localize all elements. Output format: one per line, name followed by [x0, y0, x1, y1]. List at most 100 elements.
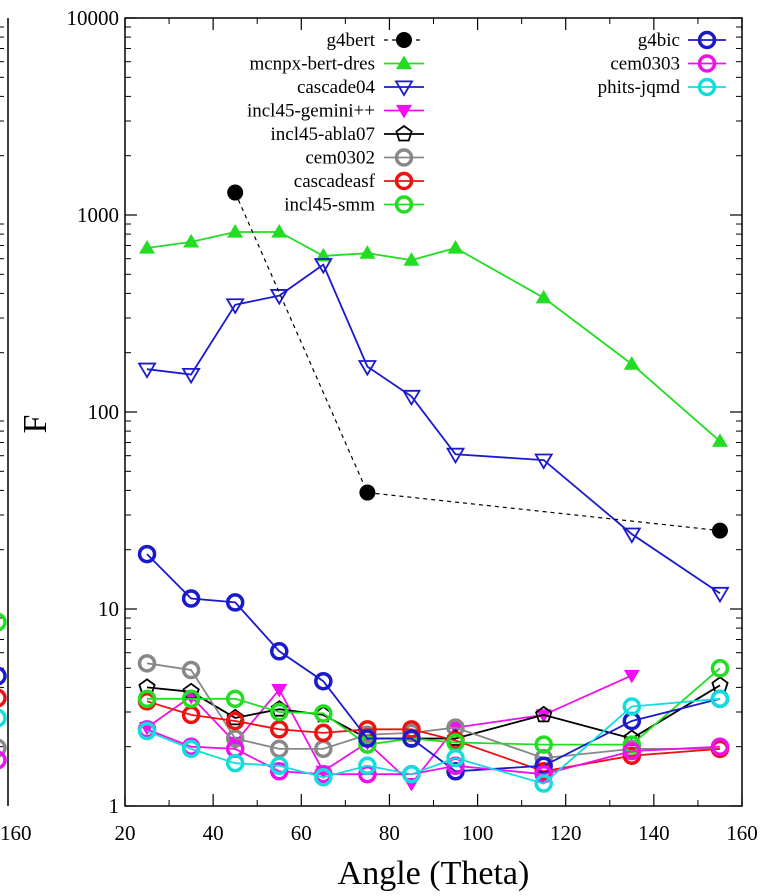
data-point-mcnpx-bert-dres: [227, 223, 244, 238]
y-tick-label: 1000: [77, 203, 119, 227]
legend-marker: [394, 171, 414, 191]
data-point-g4bert: [227, 184, 244, 201]
series-phits-jqmd: [137, 689, 730, 793]
x-tick-label: 100: [462, 821, 494, 845]
data-point-g4bic: [358, 729, 377, 748]
series-line-phits-jqmd: [146, 697, 721, 785]
data-point-cascade04: [181, 368, 201, 385]
data-point-incl45-smm: [225, 689, 245, 709]
legend-label: phits-jqmd: [598, 77, 681, 98]
data-point-g4bic: [270, 642, 289, 661]
data-point-g4bic: [402, 729, 421, 748]
x-tick-label: 80: [379, 821, 400, 845]
data-point-cem0302: [181, 660, 201, 680]
data-point-g4bic: [314, 671, 333, 691]
data-point-mcnpx-bert-dres: [271, 223, 288, 238]
data-point-g4bert: [359, 484, 376, 501]
data-point-incl45-abla07: [535, 705, 553, 723]
data-point-mcnpx-bert-dres: [315, 247, 332, 262]
data-point-cem0302: [225, 729, 245, 748]
legend-marker: [697, 77, 717, 97]
legend-label: cascade04: [297, 77, 376, 98]
legend-label: cascadeasf: [294, 171, 376, 192]
series-line-mcnpx-bert-dres: [146, 231, 721, 442]
legend-label: cem0302: [305, 148, 375, 169]
series-mcnpx-bert-dres: [139, 223, 728, 447]
data-point-phits-jqmd: [181, 739, 201, 759]
x-tick-label: 160: [726, 821, 758, 845]
data-point-incl45-smm: [137, 689, 157, 709]
data-point-cascade04: [445, 447, 466, 465]
y-axis-title: F: [17, 415, 54, 434]
x-tick-label: 60: [291, 821, 312, 845]
x-tick-label: 40: [203, 821, 224, 845]
data-point-mcnpx-bert-dres: [183, 233, 200, 248]
data-point-cascadeasf: [225, 711, 245, 731]
legend-marker: [396, 55, 412, 70]
data-point-incl45-gemini-: [535, 709, 552, 723]
x-tick-label: 120: [550, 821, 582, 845]
data-point-g4bert: [711, 522, 728, 539]
legend-marker: [396, 104, 412, 119]
data-point-cascade04: [269, 289, 289, 306]
data-point-cascade04: [137, 362, 157, 379]
data-point-cem0303: [710, 737, 730, 756]
legend-marker: [395, 124, 413, 142]
legend-label: incl45-gemini++: [247, 101, 375, 122]
data-point-phits-jqmd: [710, 689, 730, 709]
data-point-cascadeasf: [402, 720, 421, 739]
legend-marker: [394, 195, 414, 214]
left-panel-legend-marker: [0, 750, 7, 770]
data-point-g4bic: [446, 762, 465, 781]
data-point-cascade04: [313, 258, 333, 275]
data-point-mcnpx-bert-dres: [623, 356, 640, 370]
data-point-phits-jqmd: [358, 756, 377, 776]
legend-label: incl45-smm: [284, 195, 375, 216]
data-point-cascade04: [534, 453, 554, 470]
data-point-cem0302: [270, 739, 289, 759]
legend-marker: [394, 148, 414, 167]
series-line-cascade04: [146, 263, 721, 595]
legend-marker: [697, 30, 717, 50]
legend-marker: [697, 54, 717, 73]
x-tick-label: 20: [115, 821, 136, 845]
data-point-mcnpx-bert-dres: [359, 245, 376, 259]
legend-label: mcnpx-bert-dres: [249, 54, 375, 75]
legend-label: g4bert: [326, 30, 375, 51]
series-line-g4bert: [234, 192, 721, 532]
left-panel-legend-marker: [0, 708, 7, 728]
data-point-cem0302: [137, 654, 157, 673]
series-line-cem0302: [146, 662, 720, 760]
data-point-incl45-smm: [181, 689, 201, 709]
data-point-g4bic: [225, 593, 245, 612]
plot-frame: [124, 17, 743, 807]
data-point-phits-jqmd: [402, 764, 421, 784]
y-tick-label: 1: [109, 794, 120, 818]
left-panel-legend-marker: [0, 612, 7, 632]
x-axis-title: Angle (Theta): [338, 855, 530, 892]
data-point-cascade04: [710, 586, 730, 604]
data-point-phits-jqmd: [446, 748, 465, 768]
data-point-mcnpx-bert-dres: [139, 239, 156, 254]
data-point-cascade04: [357, 360, 377, 377]
left-panel-xtick-label: 160: [0, 821, 32, 845]
series-line-g4bic: [146, 553, 721, 773]
data-point-incl45-smm: [622, 735, 642, 754]
data-point-cascade04: [401, 389, 422, 407]
data-point-mcnpx-bert-dres: [403, 252, 420, 266]
data-point-phits-jqmd: [270, 756, 289, 776]
data-point-cascade04: [225, 298, 245, 315]
y-tick-label: 10000: [67, 6, 120, 30]
data-point-incl45-smm: [314, 704, 333, 723]
data-point-phits-jqmd: [314, 767, 333, 787]
data-point-cascade04: [622, 527, 642, 544]
y-tick-label: 100: [88, 400, 120, 424]
data-point-incl45-smm: [270, 702, 289, 722]
data-point-incl45-gemini-: [447, 722, 464, 736]
data-point-cem0303: [270, 762, 289, 781]
x-tick-label: 140: [638, 821, 670, 845]
data-point-g4bic: [181, 589, 201, 608]
left-panel-legend-marker: [0, 666, 7, 686]
